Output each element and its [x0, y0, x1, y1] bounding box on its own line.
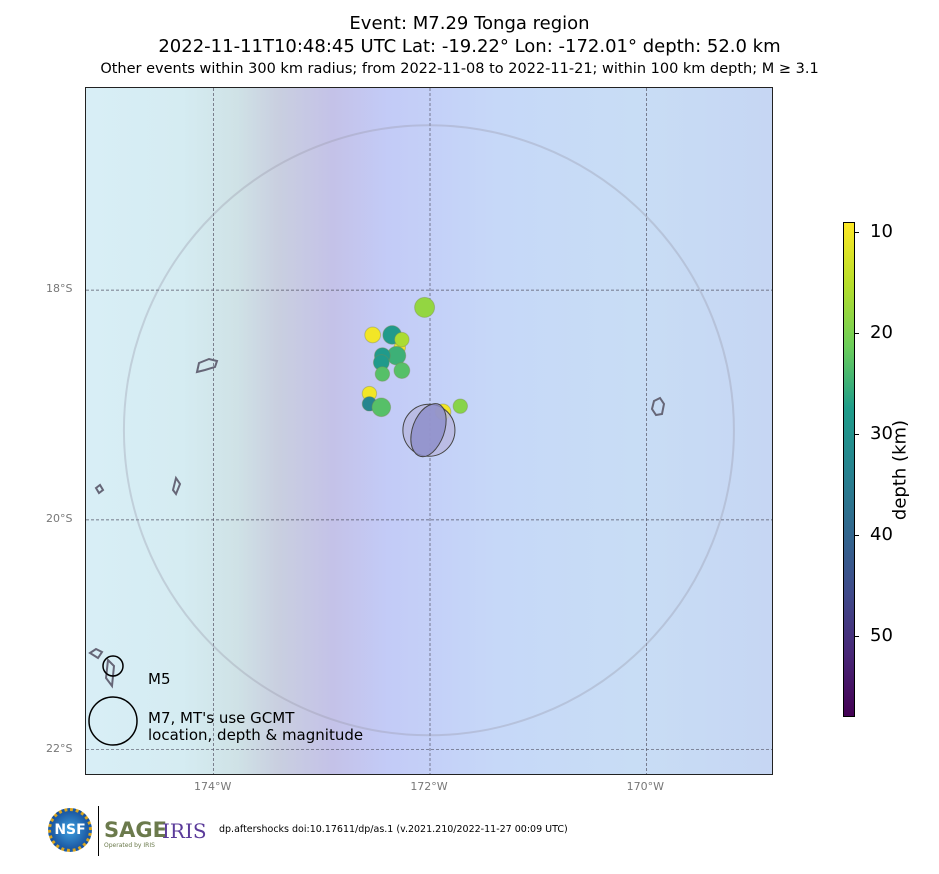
event-marker[interactable]: [394, 331, 410, 348]
event-marker[interactable]: [374, 366, 391, 382]
colorbar-tick: 50: [870, 625, 893, 647]
mainshock-beachball: [402, 403, 456, 458]
colorbar-label: depth (km): [889, 419, 911, 521]
lon-tick-label: 172°W: [410, 780, 448, 793]
title-line2: 2022-11-11T10:48:45 UTC Lat: -19.22° Lon…: [158, 36, 781, 57]
event-marker[interactable]: [452, 398, 468, 414]
island-niue: [650, 396, 666, 417]
depth-colorbar: [843, 222, 855, 717]
map-panel: M5 M7, MT's use GCMT location, depth & ma…: [85, 87, 773, 775]
legend-m7-circle: [88, 696, 138, 746]
islands: [88, 357, 666, 689]
event-marker[interactable]: [414, 296, 436, 318]
lon-tick-label: 174°W: [193, 780, 232, 793]
radius-circle: [122, 124, 735, 737]
citation: dp.aftershocks doi:10.17611/dp/as.1 (v.2…: [219, 824, 568, 835]
colorbar-tick: 20: [870, 322, 893, 344]
lon-tick-label: 170°W: [626, 780, 665, 793]
event-marker[interactable]: [393, 362, 411, 379]
logo-divider: [98, 806, 99, 856]
colorbar-tick-mark: [855, 434, 859, 436]
legend-m7-label: M7, MT's use GCMT location, depth & magni…: [148, 710, 363, 744]
island-tonga: [88, 475, 182, 689]
sage-logo: SAGE: [104, 818, 167, 842]
colorbar-tick: 30: [870, 423, 893, 445]
colorbar-tick-mark: [855, 333, 859, 335]
beachball-compression: [410, 403, 447, 458]
legend-m7-line2: location, depth & magnitude: [148, 726, 364, 744]
nsf-logo: NSF: [48, 808, 92, 852]
colorbar-tick: 40: [870, 524, 893, 546]
event-marker[interactable]: [364, 326, 382, 344]
iris-logo: IRIS: [162, 819, 207, 843]
event-marker[interactable]: [371, 397, 392, 418]
colorbar-tick-mark: [855, 636, 859, 638]
island-vavau: [195, 357, 219, 374]
title-line3: Other events within 300 km radius; from …: [100, 61, 819, 77]
legend: [88, 655, 138, 746]
lat-tick-label: 20°S: [46, 511, 73, 525]
sage-subtitle: Operated by IRIS: [104, 842, 155, 849]
legend-m7-line1: M7, MT's use GCMT: [148, 709, 295, 727]
lat-tick-label: 18°S: [46, 282, 73, 296]
colorbar-tick-mark: [855, 232, 859, 234]
legend-m5-label: M5: [148, 670, 171, 688]
colorbar-tick: 10: [870, 221, 893, 243]
lat-tick-label: 22°S: [46, 741, 73, 755]
colorbar-tick-mark: [855, 535, 859, 537]
legend-m5-circle: [102, 655, 124, 677]
title-line1: Event: M7.29 Tonga region: [349, 13, 590, 34]
map-svg: [86, 88, 772, 774]
